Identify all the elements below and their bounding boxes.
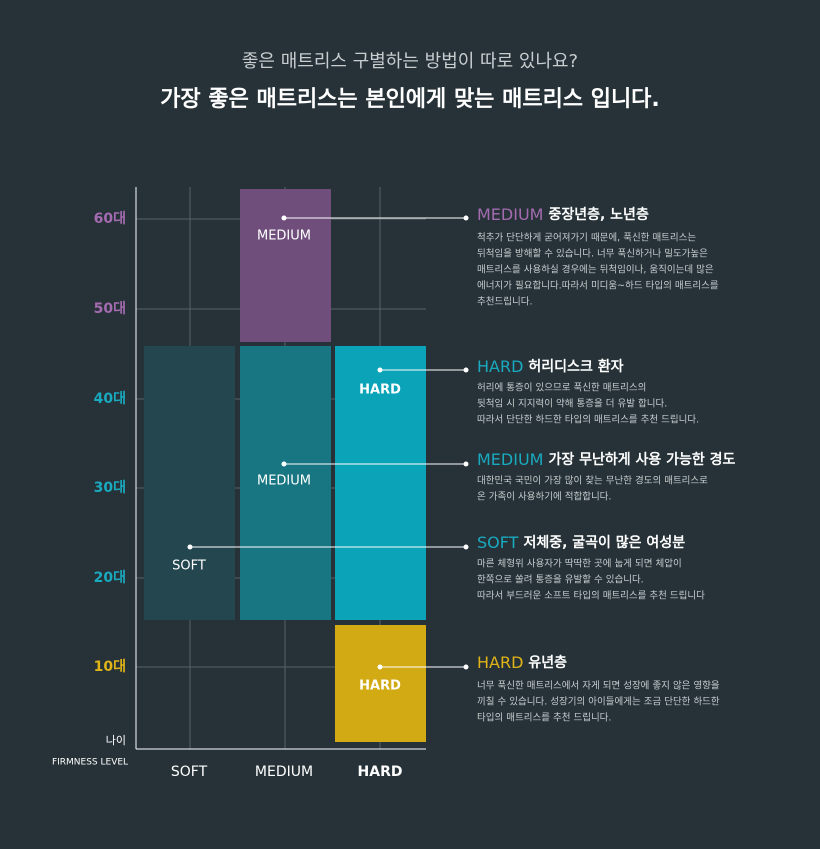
connector-dot (463, 664, 469, 670)
connector-dot (463, 215, 469, 221)
note-keyword: MEDIUM (477, 450, 543, 469)
age-label: 60대 (94, 211, 126, 227)
firmness-axis-title: FIRMNESS LEVEL (52, 758, 128, 768)
connector-dot (463, 544, 469, 550)
mattress-block (240, 346, 331, 620)
connector-dot (463, 461, 469, 467)
note-heading-text: 유년층 (528, 655, 567, 671)
note-heading: MEDIUM 중장년층, 노년층 (477, 205, 649, 224)
note-heading-text: 중장년층, 노년층 (548, 206, 648, 223)
connector-dot (463, 367, 469, 373)
connector-dot (281, 461, 287, 467)
note-keyword: SOFT (477, 533, 519, 552)
note-keyword: HARD (477, 653, 523, 672)
note-heading: SOFT 저체중, 굴곡이 많은 여성분 (477, 533, 685, 552)
note-heading-text: 허리디스크 환자 (528, 358, 623, 375)
firmness-label: SOFT (171, 764, 208, 780)
note-heading: MEDIUM 가장 무난하게 사용 가능한 경도 (477, 450, 736, 469)
age-label: 50대 (94, 301, 126, 317)
note-line: 허리에 통증이 있으므로 푹신한 매트리스의 (477, 382, 646, 394)
mattress-block (335, 625, 426, 742)
connector-dot (281, 215, 287, 221)
firmness-label: HARD (358, 764, 403, 780)
note-heading-text: 가장 무난하게 사용 가능한 경도 (548, 451, 735, 468)
note-line: 따라서 단단한 하드한 타입의 매트리스를 추천 드립니다. (477, 414, 699, 426)
mattress-block (240, 189, 331, 342)
block-label: HARD (359, 383, 401, 398)
note-heading-text: 저체중, 굴곡이 많은 여성분 (523, 534, 685, 551)
note-line: 추천드립니다. (477, 296, 532, 308)
block-label: MEDIUM (257, 229, 311, 244)
title: 가장 좋은 매트리스는 본인에게 맞는 매트리스 입니다. (160, 87, 660, 112)
block-label: HARD (359, 679, 401, 694)
age-label: 30대 (94, 480, 126, 496)
note-heading: HARD 유년층 (477, 653, 567, 672)
connector-dot (377, 367, 383, 373)
note-line: 마른 체형위 사용자가 딱딱한 곳에 눕게 되면 체압이 (477, 558, 682, 570)
connector-dot (187, 544, 193, 550)
block-label: SOFT (172, 559, 206, 574)
note-line: 한쪽으로 쏠려 통증을 유발할 수 있습니다. (477, 574, 644, 586)
note-line: 타입의 매트리스를 추천 드립니다. (477, 712, 611, 724)
age-label: 10대 (94, 659, 126, 675)
note-line: 너무 푹신한 매트리스에서 자게 되면 성장에 좋지 않은 영향을 (477, 680, 720, 692)
note-line: 뒤척임을 방해할 수 있습니다. 너무 푹신하거나 밀도가높은 (477, 248, 708, 260)
block-label: MEDIUM (257, 474, 311, 489)
mattress-block (335, 346, 426, 620)
note-heading: HARD 허리디스크 환자 (477, 357, 624, 376)
age-label: 40대 (94, 391, 126, 407)
note-line: 대한민국 국민이 가장 많이 찾는 무난한 경도의 매트리스로 (477, 475, 708, 487)
note-keyword: MEDIUM (477, 205, 543, 224)
connector-dot (377, 664, 383, 670)
firmness-label: MEDIUM (255, 764, 313, 780)
note-line: 따라서 부드러운 소프트 타입의 매트리스를 추천 드립니다 (477, 590, 705, 602)
mattress-block (144, 346, 235, 620)
subtitle: 좋은 매트리스 구별하는 방법이 따로 있나요? (242, 51, 578, 72)
note-line: 끼칠 수 있습니다. 성장기의 아이들에게는 조금 단단한 하드한 (477, 696, 720, 708)
age-label: 20대 (94, 570, 126, 586)
note-line: 뒷척임 시 지지력이 약해 통증을 더 유발 합니다. (477, 398, 667, 410)
note-line: 척추가 단단하게 굳어져가기 때문에, 푹신한 매트리스는 (477, 232, 696, 244)
note-keyword: HARD (477, 357, 523, 376)
note-line: 온 가족이 사용하기에 적합합니다. (477, 491, 611, 503)
note-line: 에너지가 필요합니다.따라서 미디움~하드 타입의 매트리스를 (477, 280, 719, 292)
note-line: 매트리스를 사용하실 경우에는 뒤척임이나, 움직이는데 많은 (477, 264, 714, 276)
age-axis-title: 나이 (106, 734, 126, 747)
